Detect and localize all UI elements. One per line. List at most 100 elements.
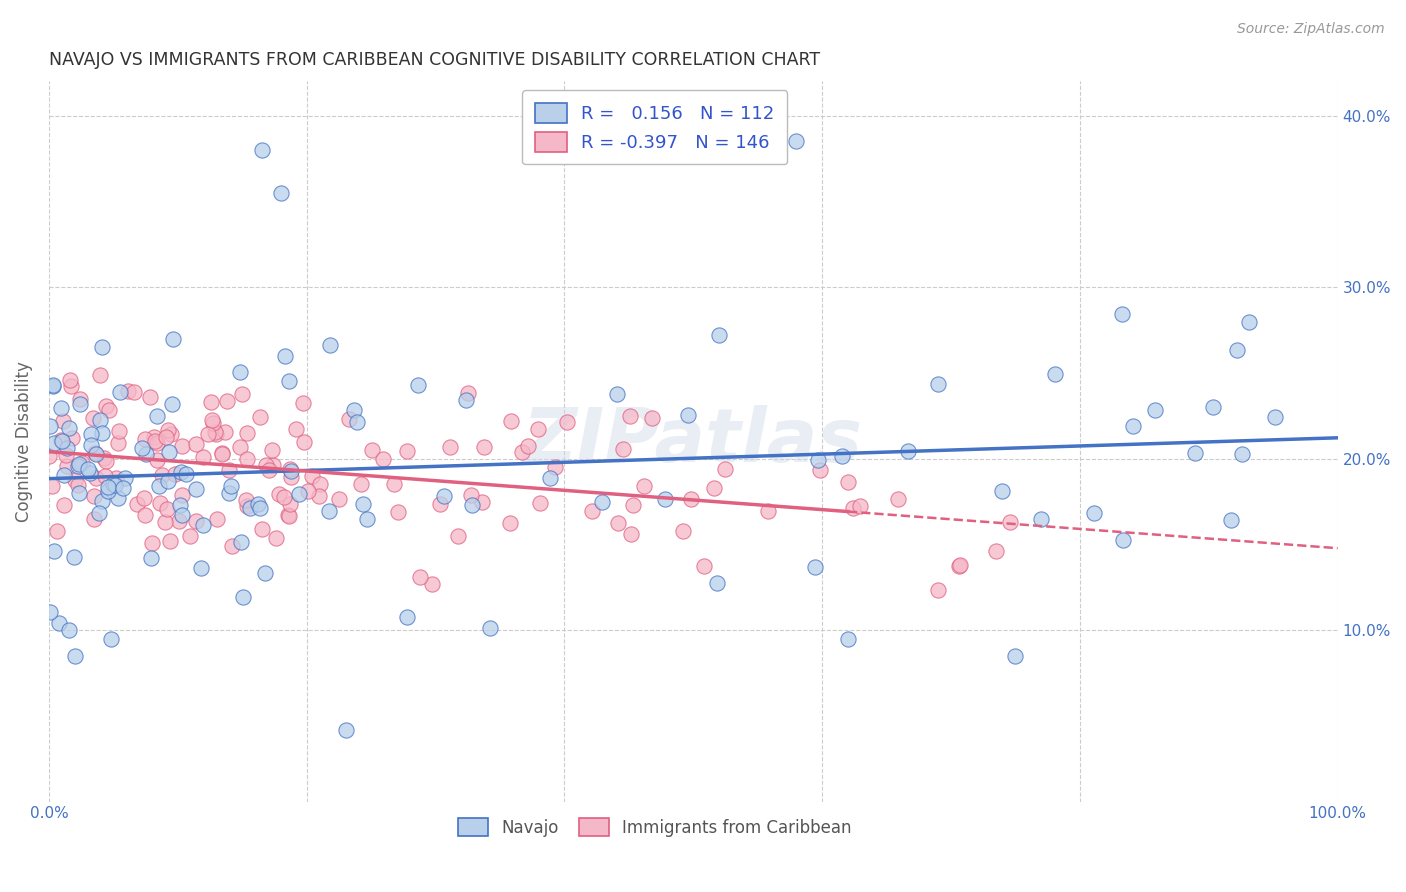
Point <box>620 526 643 541</box>
Point <box>172 508 194 523</box>
Point <box>236 499 259 513</box>
Point <box>52 499 75 513</box>
Point <box>170 465 193 479</box>
Point <box>288 487 311 501</box>
Point <box>48 615 70 630</box>
Point <box>169 498 191 512</box>
Point <box>337 412 360 426</box>
Point <box>360 442 382 457</box>
Point <box>409 570 432 584</box>
Point <box>93 450 115 465</box>
Point <box>280 464 302 478</box>
Point <box>499 516 522 530</box>
Point <box>67 485 90 500</box>
Point <box>837 632 859 646</box>
Point <box>96 453 118 467</box>
Point <box>84 445 107 459</box>
Point <box>1112 533 1135 548</box>
Point <box>159 534 181 549</box>
Point <box>97 483 120 498</box>
Point <box>38 419 60 434</box>
Point <box>80 438 103 452</box>
Point <box>619 409 641 423</box>
Point <box>229 365 252 379</box>
Point <box>1004 648 1026 663</box>
Point <box>146 436 169 450</box>
Point <box>141 550 163 565</box>
Point <box>679 492 702 507</box>
Point <box>236 426 259 441</box>
Point <box>148 479 170 493</box>
Point <box>555 415 578 429</box>
Point <box>66 478 89 492</box>
Point <box>179 529 201 543</box>
Point <box>406 377 429 392</box>
Point <box>94 400 117 414</box>
Point <box>117 384 139 398</box>
Point <box>1232 447 1254 461</box>
Point <box>714 461 737 475</box>
Point <box>264 531 287 545</box>
Point <box>87 506 110 520</box>
Point <box>69 392 91 406</box>
Point <box>479 621 502 635</box>
Point <box>218 463 240 477</box>
Point <box>143 430 166 444</box>
Point <box>591 495 613 509</box>
Point <box>125 497 148 511</box>
Point <box>277 508 299 522</box>
Point <box>501 414 523 428</box>
Point <box>67 457 90 471</box>
Point <box>146 409 169 424</box>
Point <box>231 387 253 401</box>
Point <box>82 411 104 425</box>
Point <box>232 590 254 604</box>
Point <box>335 723 357 737</box>
Point <box>156 475 179 489</box>
Point <box>456 393 478 408</box>
Point <box>169 514 191 528</box>
Point <box>257 463 280 477</box>
Point <box>250 143 273 157</box>
Point <box>186 515 208 529</box>
Point <box>1000 515 1022 529</box>
Point <box>253 566 276 581</box>
Point <box>159 426 181 441</box>
Point <box>52 468 75 483</box>
Point <box>356 512 378 526</box>
Point <box>607 516 630 530</box>
Point <box>80 426 103 441</box>
Point <box>1237 315 1260 329</box>
Point <box>420 577 443 591</box>
Point <box>1121 419 1143 434</box>
Point <box>153 515 176 529</box>
Point <box>328 491 350 506</box>
Point <box>60 431 83 445</box>
Point <box>785 134 807 148</box>
Point <box>174 467 197 481</box>
Point <box>191 518 214 533</box>
Point <box>162 332 184 346</box>
Point <box>249 409 271 424</box>
Point <box>51 434 73 449</box>
Point <box>274 349 297 363</box>
Point <box>318 338 340 352</box>
Point <box>42 436 65 450</box>
Point <box>692 558 714 573</box>
Point <box>59 373 82 387</box>
Point <box>461 498 484 512</box>
Point <box>395 610 418 624</box>
Point <box>229 535 252 549</box>
Point <box>284 421 307 435</box>
Point <box>201 417 224 431</box>
Point <box>949 558 972 573</box>
Point <box>387 506 409 520</box>
Point <box>191 450 214 464</box>
Point <box>84 447 107 461</box>
Point <box>756 504 779 518</box>
Legend: Navajo, Immigrants from Caribbean: Navajo, Immigrants from Caribbean <box>451 812 858 844</box>
Point <box>215 394 238 409</box>
Point <box>103 477 125 491</box>
Point <box>672 524 695 538</box>
Point <box>107 491 129 505</box>
